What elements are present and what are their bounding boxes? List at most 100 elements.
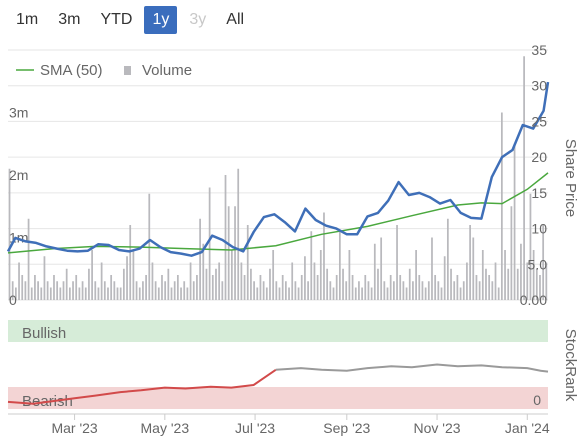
sma-legend-label: SMA (50) <box>40 62 103 79</box>
volume-bar <box>161 275 163 300</box>
main-plot-background <box>8 50 548 300</box>
volume-bar <box>529 193 532 300</box>
volume-bar <box>431 237 433 300</box>
volume-bar <box>532 250 535 300</box>
bullish-label: Bullish <box>22 325 66 342</box>
volume-bar <box>319 250 322 300</box>
volume-bar <box>361 287 363 300</box>
volume-bar <box>351 275 354 300</box>
stockrank-panel: Bullish Bearish 0 StockRank <box>7 320 577 410</box>
volume-bar <box>367 281 370 300</box>
volume-bar <box>440 287 443 300</box>
volume-bar <box>240 262 243 300</box>
volume-bar <box>59 287 62 300</box>
volume-bar <box>481 250 484 300</box>
volume-bar <box>456 275 459 300</box>
volume-bar <box>513 143 516 300</box>
price-tick-label: 25 <box>531 113 547 129</box>
volume-bar <box>151 262 154 300</box>
volume-bar <box>243 275 246 300</box>
price-tick-label: 5.0 <box>528 256 548 272</box>
volume-bar <box>297 287 300 300</box>
volume-bar <box>110 275 113 300</box>
volume-bar <box>205 268 208 300</box>
volume-bar <box>227 206 230 300</box>
volume-bar <box>412 281 414 300</box>
volume-bar <box>516 268 519 300</box>
volume-bar <box>275 281 278 300</box>
price-tick-label: 10 <box>531 221 547 237</box>
volume-bar <box>392 281 395 300</box>
volume-bar <box>246 225 249 300</box>
volume-bar <box>138 287 141 300</box>
volume-bar <box>192 281 195 300</box>
volume-bar <box>500 112 503 300</box>
volume-bar <box>373 243 376 300</box>
volume-bar <box>520 243 522 300</box>
share-price-line <box>6 81 550 257</box>
volume-bar <box>424 287 427 300</box>
x-tick-label: Nov '23 <box>414 420 461 436</box>
volume-bar <box>453 281 456 300</box>
price-tick-label: 35 <box>531 42 547 58</box>
volume-bar <box>459 287 462 300</box>
volume-bar <box>294 281 297 300</box>
price-tick-label: 30 <box>531 78 547 94</box>
x-tick-label: Sep '23 <box>323 420 370 436</box>
volume-bar <box>173 281 176 300</box>
volume-bar <box>310 231 313 300</box>
range-button-3m[interactable]: 3m <box>58 11 81 28</box>
volume-bar <box>75 275 78 300</box>
volume-bar <box>491 281 494 300</box>
volume-tick-label: 2m <box>9 167 28 183</box>
volume-bar <box>323 212 325 300</box>
range-button-1m[interactable]: 1m <box>16 11 39 28</box>
volume-bar <box>338 231 341 300</box>
volume-bar <box>259 275 262 300</box>
x-tick-label: Jan '24 <box>505 420 550 436</box>
volume-bar <box>380 237 383 300</box>
volume-bar <box>157 287 160 300</box>
volume-bar <box>176 275 179 300</box>
volume-bar <box>208 187 211 300</box>
volume-bar <box>253 281 255 300</box>
volume-bar <box>402 281 405 300</box>
range-button-ytd[interactable]: YTD <box>100 11 133 28</box>
volume-bar <box>224 175 227 300</box>
volume-bar <box>370 287 373 300</box>
range-button-1y[interactable]: 1y <box>144 6 178 34</box>
volume-bar <box>288 287 290 300</box>
volume-bar <box>78 287 81 300</box>
volume-bar <box>345 281 348 300</box>
volume-bar <box>427 281 430 300</box>
price-tick-label: 20 <box>531 149 547 165</box>
legend: SMA (50) Volume <box>16 62 192 79</box>
volume-tick-label: 0 <box>9 292 17 308</box>
volume-bar <box>215 268 217 300</box>
volume-bar <box>332 287 335 300</box>
volume-bar <box>11 281 14 300</box>
volume-bar <box>415 250 417 300</box>
volume-tick-label: 3m <box>9 105 28 121</box>
volume-bar <box>434 275 437 300</box>
volume-bar <box>469 225 471 300</box>
share-price-axis-title: Share Price <box>562 139 577 217</box>
range-button-all[interactable]: All <box>226 11 245 28</box>
volume-bar <box>300 275 303 300</box>
volume-bar <box>84 287 87 300</box>
volume-bar <box>342 268 344 300</box>
volume-bar <box>326 268 329 300</box>
volume-bar <box>53 275 55 300</box>
volume-bar <box>167 268 170 300</box>
volume-bar <box>24 281 27 300</box>
volume-bar <box>386 287 389 300</box>
volume-bar <box>485 268 487 300</box>
volume-bar <box>316 275 319 300</box>
volume-bar <box>170 287 173 300</box>
volume-bar <box>488 275 491 300</box>
volume-bar <box>358 281 360 300</box>
volume-bar <box>418 275 421 300</box>
volume-bar <box>199 218 201 300</box>
volume-bar <box>43 256 46 300</box>
volume-bar <box>304 256 306 300</box>
